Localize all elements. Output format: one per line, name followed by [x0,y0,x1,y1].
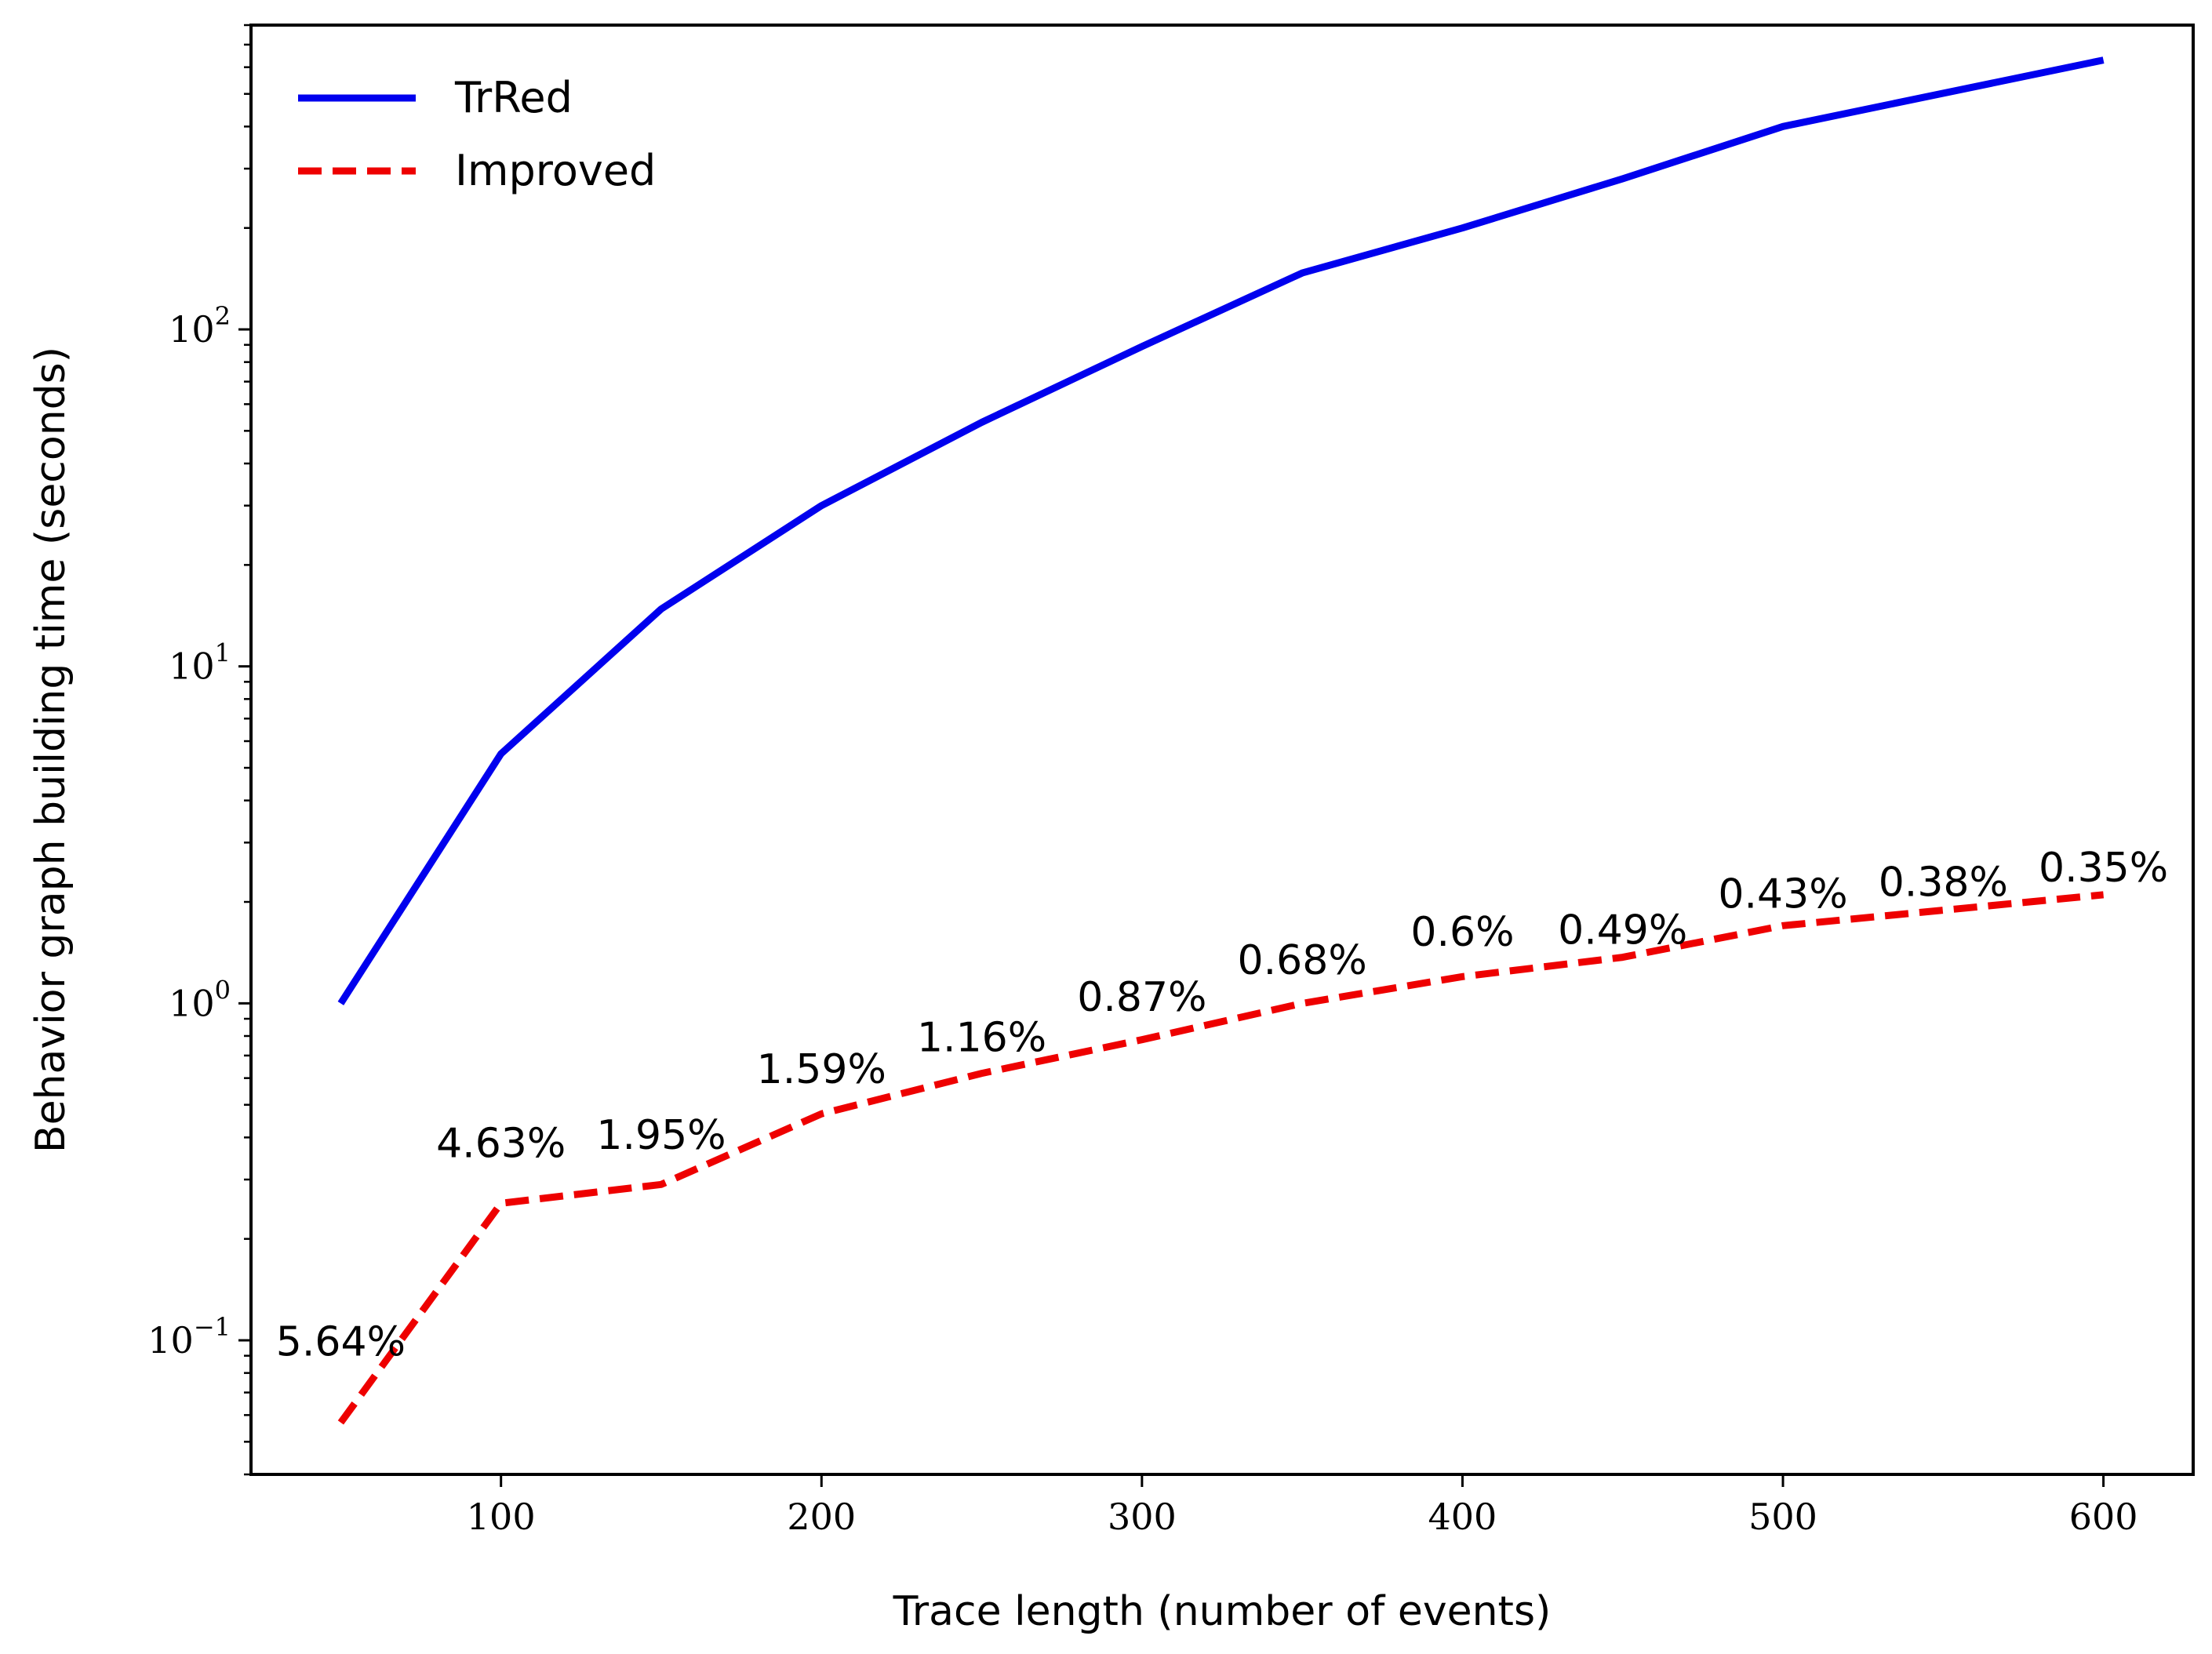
data-label: 1.95% [596,1112,726,1159]
x-axis: 100 200 300 400 500 600 [467,1474,2138,1538]
legend-label-improved: Improved [455,146,656,195]
data-label: 0.87% [1077,974,1206,1021]
data-label: 5.64% [276,1319,406,1366]
data-label: 0.68% [1238,937,1367,984]
data-label: 4.63% [436,1120,566,1167]
y-tick-label: 101 [169,638,231,688]
y-axis: 10−1 100 101 102 [147,24,251,1476]
data-label: 1.59% [757,1046,886,1093]
y-tick-label: 100 [169,975,231,1024]
data-label: 1.16% [917,1015,1046,1062]
data-label: 0.49% [1558,907,1687,954]
x-tick-label: 400 [1428,1496,1497,1538]
x-tick-label: 500 [1748,1496,1817,1538]
plot-frame [249,24,2195,1476]
data-label: 0.6% [1410,909,1514,956]
series-layer [337,56,2105,1425]
legend: TrRed Improved [298,73,656,195]
x-tick-label: 100 [467,1496,536,1538]
plot-area [249,24,2195,1476]
y-tick-label: 102 [169,301,231,351]
x-tick-label: 600 [2069,1496,2138,1538]
legend-label-trred: TrRed [454,73,573,122]
x-tick-label: 200 [787,1496,856,1538]
data-label: 0.38% [1879,860,2008,907]
data-label: 0.43% [1718,871,1847,918]
series-line-trred [337,56,2105,1005]
y-tick-label: 10−1 [147,1312,231,1361]
data-labels: 5.64% 4.63% 1.95% 1.59% 1.16% 0.87% 0.68% 0.6% 0… [276,845,2168,1366]
x-tick-label: 300 [1108,1496,1177,1538]
y-axis-title: Behavior graph building time (seconds) [27,347,75,1153]
x-axis-title: Trace length (number of events) [893,1588,1552,1635]
data-label: 0.35% [2039,845,2168,892]
